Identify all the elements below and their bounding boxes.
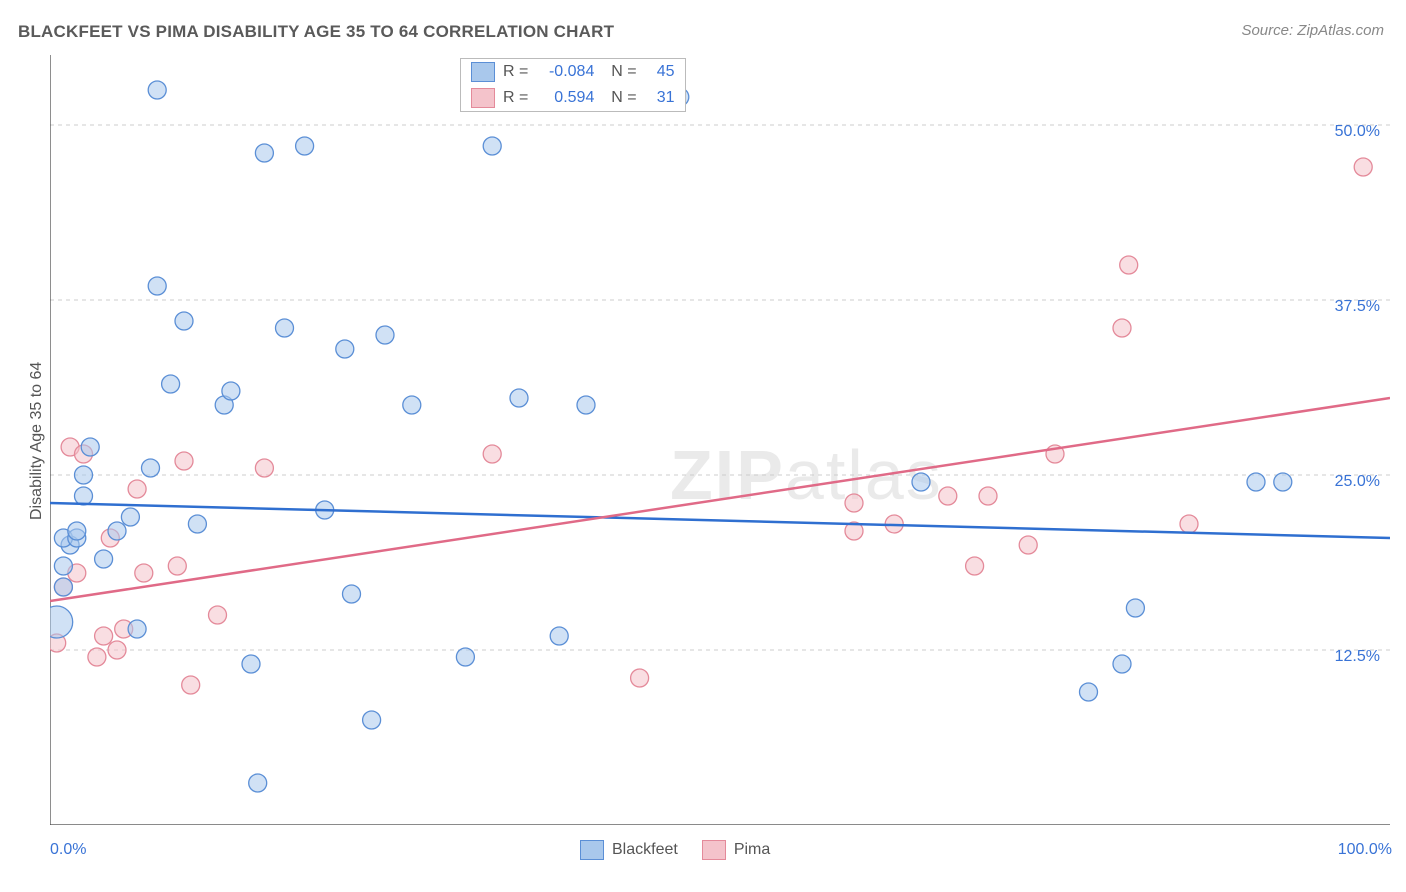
- stats-n-label-2: N =: [602, 89, 636, 107]
- legend-label-pima: Pima: [734, 841, 770, 859]
- x-tick-label: 100.0%: [1330, 841, 1392, 859]
- legend-item-blackfeet: Blackfeet: [580, 840, 678, 860]
- bottom-legend: Blackfeet Pima: [580, 840, 770, 860]
- chart-container: BLACKFEET VS PIMA DISABILITY AGE 35 TO 6…: [0, 0, 1406, 892]
- swatch-pima: [471, 88, 495, 108]
- stats-n-value-1: 45: [645, 63, 675, 81]
- stats-row-pima: R = 0.594 N = 31: [461, 85, 685, 111]
- chart-title: BLACKFEET VS PIMA DISABILITY AGE 35 TO 6…: [18, 22, 614, 42]
- stats-r-value-2: 0.594: [536, 89, 594, 107]
- x-tick-label: 0.0%: [50, 841, 86, 859]
- y-tick-label: 25.0%: [1320, 473, 1380, 491]
- legend-swatch-blackfeet: [580, 840, 604, 860]
- source-label: Source: ZipAtlas.com: [1241, 22, 1384, 39]
- stats-r-label-1: R =: [503, 63, 528, 81]
- y-tick-label: 37.5%: [1320, 298, 1380, 316]
- legend-label-blackfeet: Blackfeet: [612, 841, 678, 859]
- chart-svg: [50, 55, 1390, 825]
- watermark-atlas: atlas: [785, 436, 943, 514]
- y-tick-label: 12.5%: [1320, 648, 1380, 666]
- y-tick-label: 50.0%: [1320, 123, 1380, 141]
- stats-r-value-1: -0.084: [536, 63, 594, 81]
- y-axis-label: Disability Age 35 to 64: [28, 362, 46, 520]
- watermark: ZIPatlas: [670, 435, 943, 515]
- stats-n-value-2: 31: [645, 89, 675, 107]
- legend-item-pima: Pima: [702, 840, 770, 860]
- watermark-zip: ZIP: [670, 436, 785, 514]
- stats-row-blackfeet: R = -0.084 N = 45: [461, 59, 685, 85]
- stats-n-label-1: N =: [602, 63, 636, 81]
- swatch-blackfeet: [471, 62, 495, 82]
- stats-legend-box: R = -0.084 N = 45 R = 0.594 N = 31: [460, 58, 686, 112]
- plot-area: ZIPatlas R = -0.084 N = 45 R = 0.594 N =…: [50, 55, 1390, 825]
- legend-swatch-pima: [702, 840, 726, 860]
- stats-r-label-2: R =: [503, 89, 528, 107]
